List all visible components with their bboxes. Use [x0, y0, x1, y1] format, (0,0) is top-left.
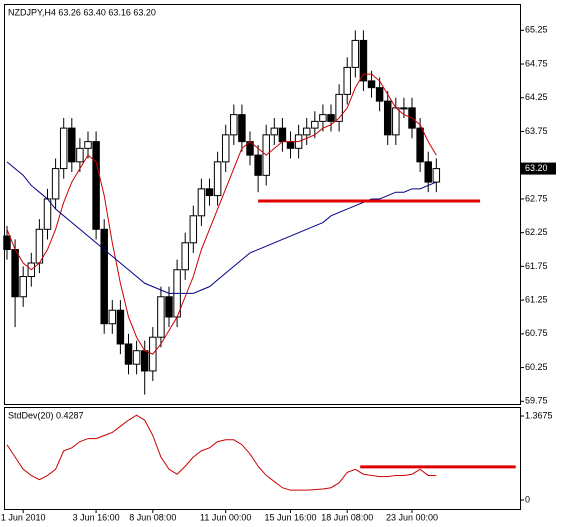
candle-body — [84, 141, 92, 149]
candle-body — [51, 168, 60, 200]
candle-body — [189, 215, 198, 244]
candle-body — [254, 154, 262, 176]
candle-body — [157, 296, 165, 338]
y-tick-label: 65.25 — [525, 25, 548, 35]
candle-body — [116, 309, 125, 345]
candle-body — [76, 147, 84, 163]
y-tick-label: 64.25 — [525, 92, 548, 102]
x-tick-label: 1 Jun 2010 — [1, 512, 46, 522]
candle-body — [238, 114, 246, 143]
price-box — [521, 162, 556, 175]
sub-panel — [4, 407, 521, 510]
x-tick-label: 23 Jun 00:00 — [386, 512, 438, 522]
y-tick-label: 64.75 — [525, 58, 548, 68]
y-tick-label: 0 — [525, 494, 530, 504]
candle-body — [278, 127, 287, 143]
candle-body — [327, 114, 335, 122]
candle-body — [43, 198, 52, 230]
candle-body — [197, 188, 206, 217]
candle-body — [270, 127, 279, 136]
x-tick-label: 3 Jun 16:00 — [73, 512, 120, 522]
x-tick-label: 15 Jun 16:00 — [264, 512, 316, 522]
y-tick-label: 62.25 — [525, 227, 548, 237]
y-tick-label: 62.75 — [525, 193, 548, 203]
candle-body — [140, 350, 149, 372]
candle-body — [3, 235, 11, 251]
candle-body — [11, 249, 19, 298]
y-tick-label: 60.25 — [525, 362, 548, 372]
indicator-line — [6, 414, 437, 491]
candle-body — [19, 276, 27, 298]
candle-body — [311, 120, 319, 129]
candle-body — [181, 242, 189, 271]
candle-body — [205, 188, 214, 197]
candle-body — [59, 127, 68, 170]
y-tick-label: 1.3675 — [525, 410, 553, 420]
y-tick-label: 59.75 — [525, 396, 548, 406]
y-tick-label: 61.25 — [525, 294, 548, 304]
candle-body — [335, 93, 343, 122]
indicator-line — [6, 73, 437, 355]
candle-body — [367, 80, 376, 89]
candle-body — [100, 228, 108, 325]
x-tick-label: 18 Jun 08:00 — [321, 512, 373, 522]
price-label: 63.20 — [525, 163, 548, 173]
candle-body — [416, 127, 424, 163]
candle-body — [221, 134, 230, 163]
candle-body — [375, 87, 384, 102]
y-tick-label: 63.75 — [525, 126, 548, 136]
candle-body — [286, 141, 295, 149]
candle-body — [383, 100, 392, 136]
candle-body — [92, 141, 100, 230]
y-tick-label: 60.75 — [525, 328, 548, 338]
candle-body — [424, 161, 432, 183]
main-panel — [4, 4, 521, 405]
candle-body — [68, 127, 76, 163]
candle-body — [230, 114, 238, 136]
candle-body — [213, 161, 222, 197]
candle-body — [432, 168, 441, 183]
candle-body — [319, 114, 327, 122]
candle-body — [351, 39, 360, 68]
candle-body — [108, 309, 117, 325]
candle-body — [359, 39, 368, 82]
x-tick-label: 11 Jun 00:00 — [200, 512, 251, 522]
candle-body — [302, 127, 311, 136]
indicator-title: StdDev(20) 0.4287 — [8, 410, 84, 420]
candle-body — [124, 343, 133, 365]
candle-body — [165, 296, 173, 318]
candle-body — [343, 66, 351, 95]
chart-title: NZDJPY,H4 63.26 63.40 63.16 63.20 — [8, 7, 156, 17]
candle-body — [132, 350, 141, 365]
candle-body — [400, 107, 408, 110]
candle-body — [392, 107, 400, 136]
x-tick-label: 8 Jun 08:00 — [129, 512, 176, 522]
candle-body — [35, 228, 44, 264]
y-tick-label: 61.75 — [525, 261, 548, 271]
